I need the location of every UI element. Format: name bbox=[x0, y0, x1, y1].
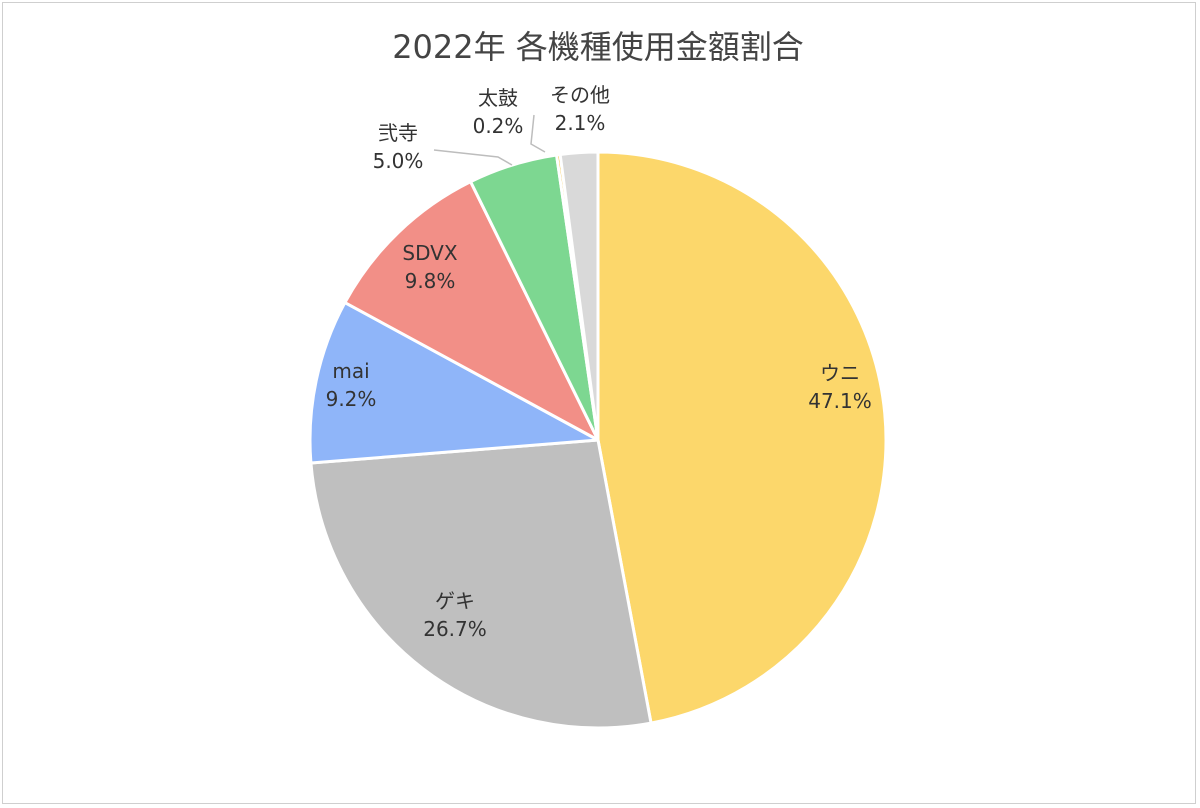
pie-slice-2 bbox=[309, 438, 653, 730]
slice-label-value: 9.2% bbox=[326, 387, 377, 411]
slice-label-name: ゲキ bbox=[435, 589, 475, 613]
slice-label-value: 26.7% bbox=[423, 617, 487, 641]
slice-label-name: ウニ bbox=[820, 361, 860, 385]
chart-title: 2022年 各機種使用金額割合 bbox=[392, 28, 804, 66]
slice-label-value: 2.1% bbox=[555, 111, 606, 135]
pie-slice-3 bbox=[308, 301, 600, 465]
leader-line-5 bbox=[433, 149, 513, 166]
slice-label-value: 0.2% bbox=[473, 114, 524, 138]
slice-label-name: その他 bbox=[550, 83, 610, 107]
pie-slice-7 bbox=[558, 150, 600, 442]
pie-slice-1 bbox=[596, 150, 888, 725]
pie-slice-4 bbox=[343, 180, 600, 442]
slice-label-name: SDVX bbox=[402, 241, 457, 265]
slice-label-name: 弐寺 bbox=[378, 121, 418, 145]
slice-label-value: 47.1% bbox=[808, 389, 872, 413]
slice-label-name: 太鼓 bbox=[478, 86, 518, 110]
data-labels: ウニ 47.1% ゲキ 26.7% mai 9.2% SDVX 9.8% 弐寺 5.0% 太鼓 0.2… bbox=[326, 83, 872, 641]
slice-label-value: 9.8% bbox=[405, 269, 456, 293]
slice-label-value: 5.0% bbox=[373, 149, 424, 173]
pie-slices bbox=[308, 150, 888, 730]
leader-lines bbox=[433, 114, 546, 166]
leader-line-6 bbox=[530, 114, 546, 153]
slice-label-name: mai bbox=[332, 359, 369, 383]
